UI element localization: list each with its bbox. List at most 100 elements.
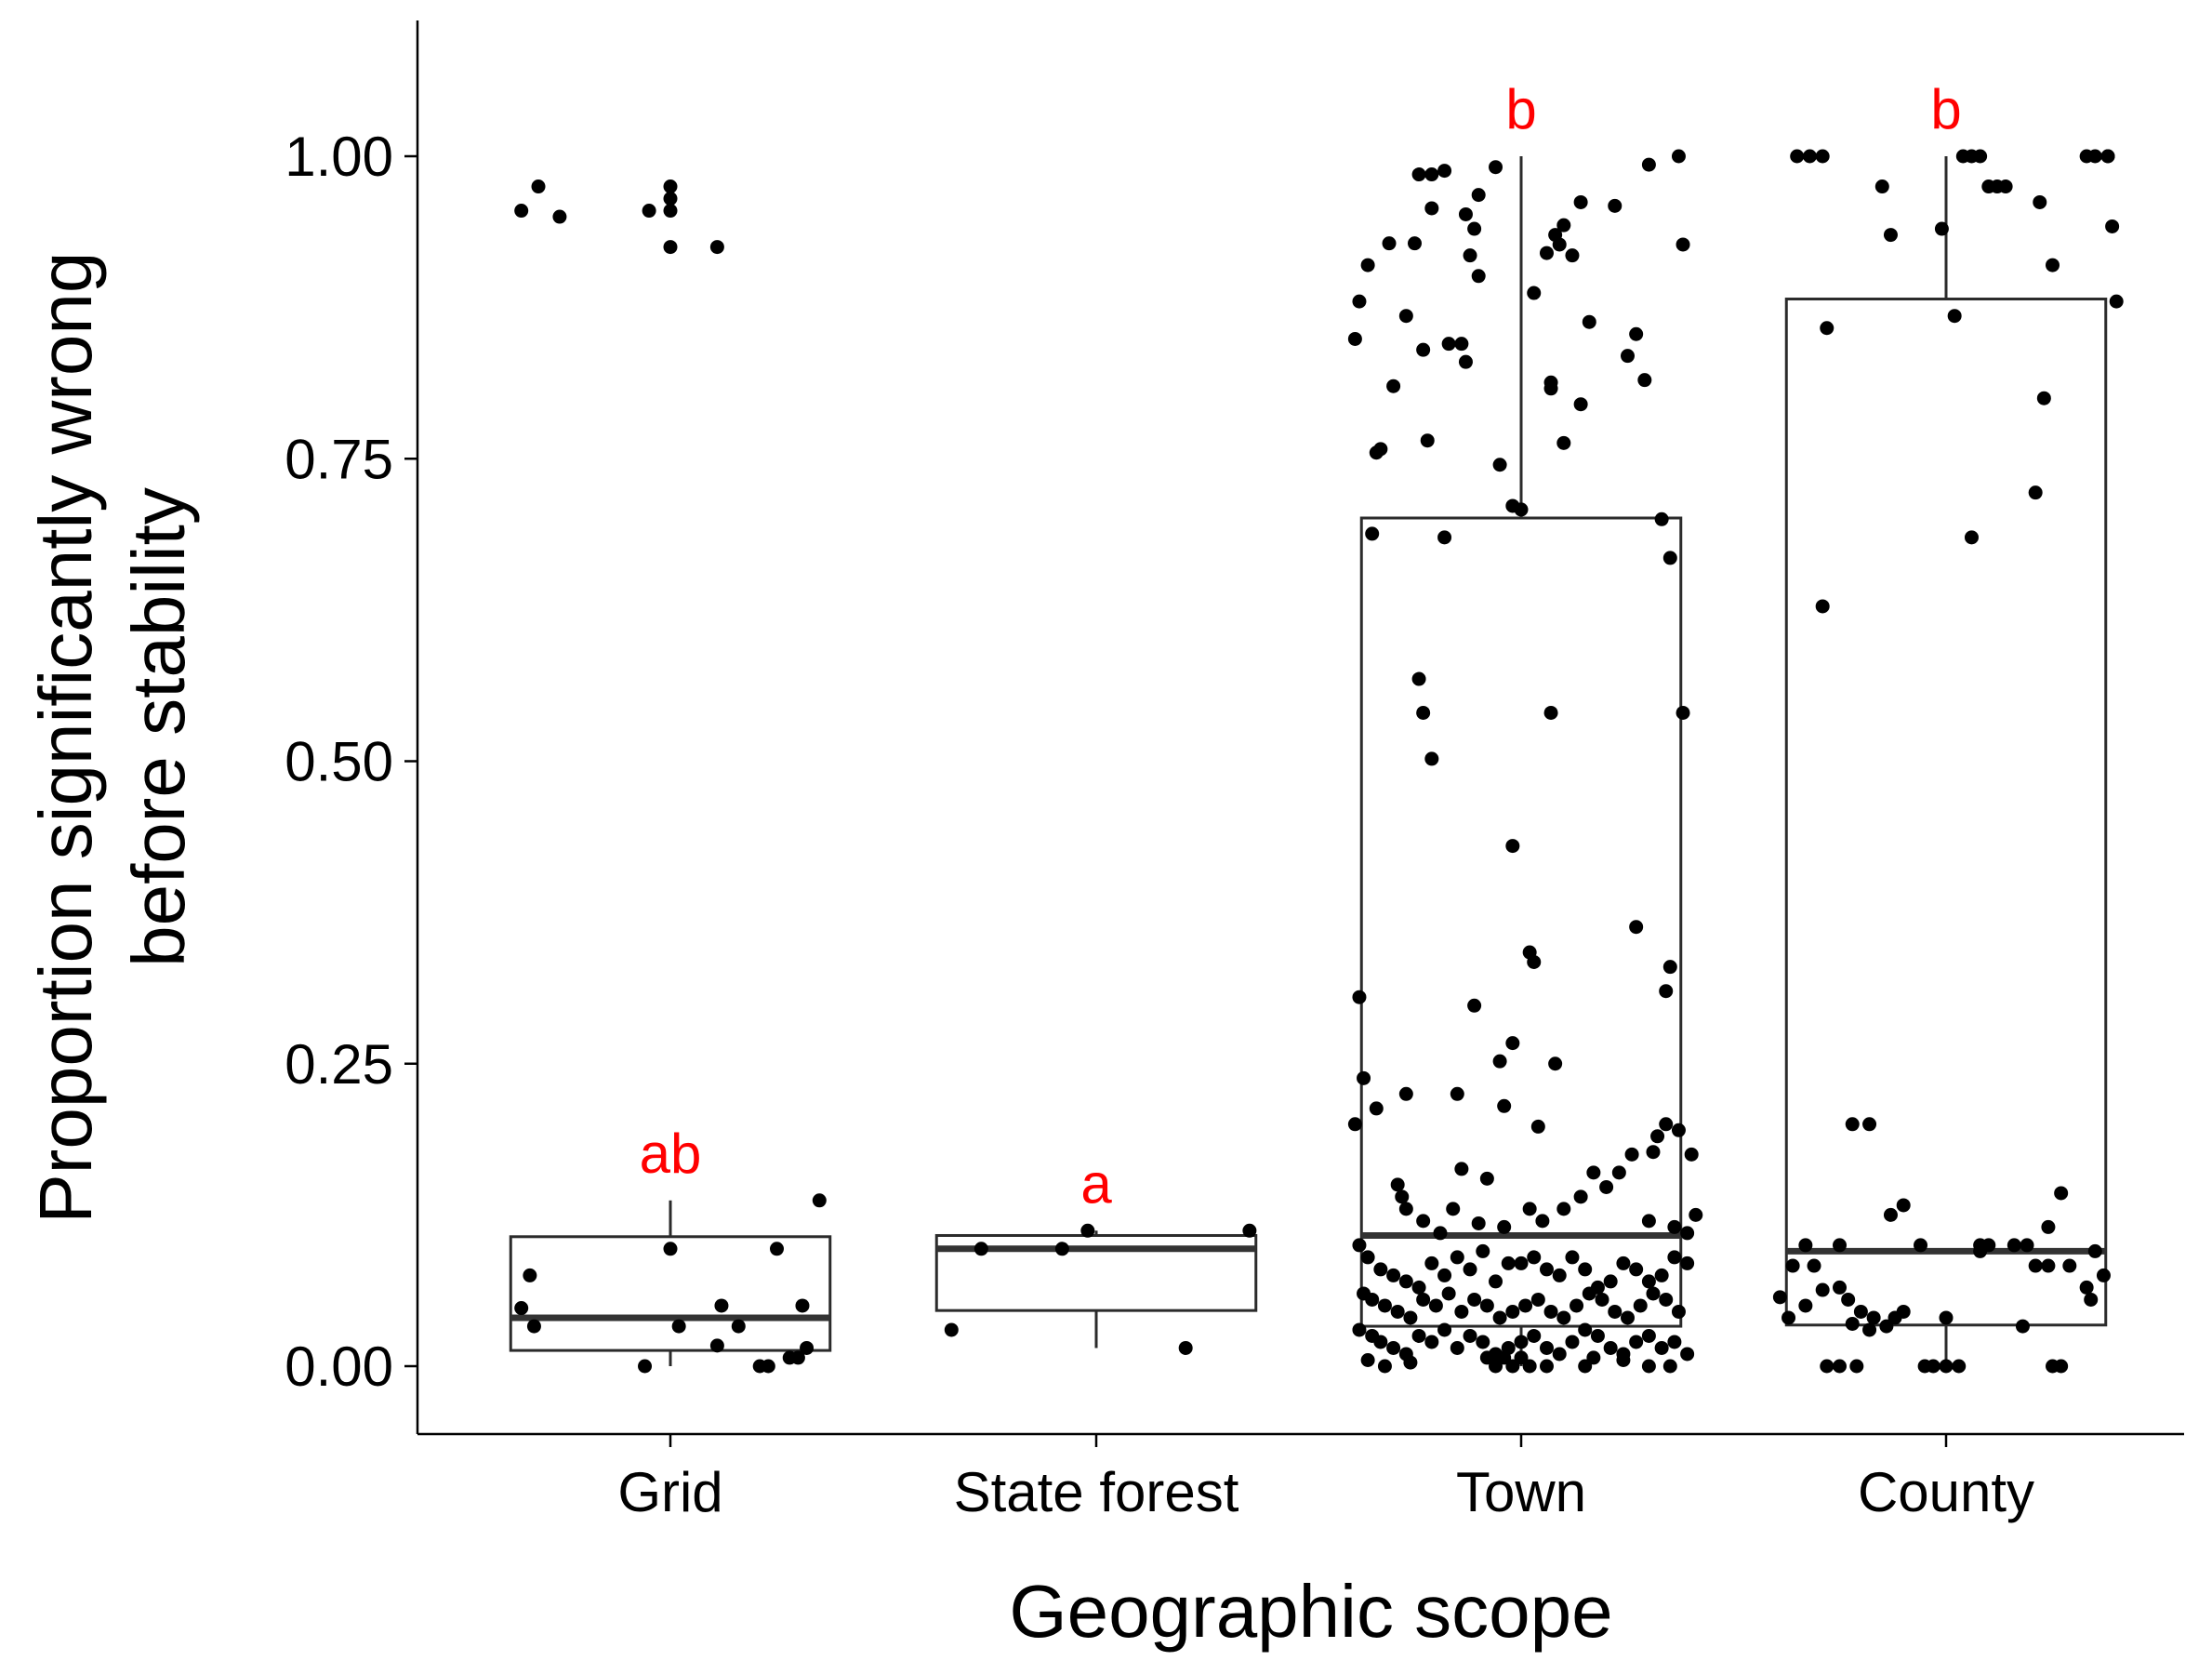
data-point (1365, 1292, 1380, 1307)
data-point (1522, 1359, 1537, 1374)
data-point (1408, 236, 1422, 251)
data-point (1539, 246, 1554, 260)
data-point (944, 1322, 959, 1337)
data-point (1489, 160, 1503, 175)
data-point (1476, 1335, 1490, 1349)
data-point (1428, 1298, 1443, 1313)
data-point (1590, 1328, 1605, 1343)
data-point (1479, 1298, 1494, 1313)
data-point (1573, 397, 1588, 412)
data-point (1659, 1292, 1674, 1307)
data-point (1386, 379, 1401, 393)
data-point (1403, 1310, 1418, 1325)
data-point (1450, 1086, 1464, 1101)
y-axis-title: Proportion significantly wrong before st… (24, 231, 200, 1223)
data-point (1522, 1202, 1537, 1216)
data-point (1629, 1335, 1644, 1349)
data-point (1424, 167, 1439, 182)
data-point (1365, 526, 1380, 541)
data-point (1641, 1214, 1656, 1229)
data-point (671, 1319, 686, 1334)
data-point (812, 1193, 827, 1208)
data-point (800, 1340, 815, 1355)
data-point (1671, 1123, 1686, 1137)
data-point (1582, 1286, 1596, 1301)
data-point (1565, 1250, 1580, 1265)
data-point (1654, 512, 1669, 526)
data-point (1467, 221, 1482, 236)
data-point (1416, 1214, 1431, 1229)
data-point (1505, 839, 1520, 854)
data-point (1497, 1098, 1512, 1113)
y-tick-label: 0.25 (285, 1033, 393, 1096)
y-tick-label: 0.50 (285, 731, 393, 793)
data-point (1352, 1322, 1367, 1337)
data-point (1527, 286, 1542, 300)
significance-label: ab (640, 1123, 702, 1185)
data-point (2096, 1268, 2111, 1282)
data-point (1450, 1250, 1464, 1265)
data-point (1676, 237, 1690, 252)
data-point (1853, 1304, 1868, 1319)
data-point (2036, 391, 2051, 405)
data-point (1416, 705, 1431, 720)
data-point (1347, 1117, 1362, 1132)
data-point (1815, 599, 1830, 614)
data-point (1578, 1359, 1593, 1374)
data-point (1998, 179, 2013, 194)
data-point (1879, 1319, 1894, 1334)
data-point (1654, 1340, 1669, 1355)
data-point (1352, 294, 1367, 309)
data-point (1416, 1292, 1431, 1307)
data-point (1565, 248, 1580, 263)
data-point (1815, 149, 1830, 164)
data-point (1411, 167, 1426, 182)
data-point (1492, 1054, 1507, 1069)
data-point (1680, 1226, 1695, 1241)
data-point (1676, 705, 1690, 720)
data-point (1479, 1350, 1494, 1365)
data-point (1586, 1165, 1601, 1180)
data-point (1782, 1310, 1796, 1325)
data-point (2020, 1238, 2034, 1253)
data-point (2046, 258, 2060, 272)
data-point (1437, 1268, 1452, 1282)
data-point (1629, 1262, 1644, 1277)
data-point (974, 1242, 988, 1256)
data-point (1382, 236, 1397, 251)
iqr-box (509, 1235, 832, 1352)
data-point (1424, 1256, 1439, 1270)
data-point (638, 1359, 653, 1374)
data-point (1973, 1243, 1988, 1258)
data-point (1411, 1280, 1426, 1295)
data-point (1411, 1328, 1426, 1343)
data-point (1398, 1274, 1413, 1289)
data-point (1641, 157, 1656, 172)
data-point (1548, 1056, 1563, 1071)
data-point (1641, 1359, 1656, 1374)
data-point (1833, 1359, 1847, 1374)
data-point (1862, 1117, 1877, 1132)
data-point (1646, 1145, 1661, 1160)
data-point (1377, 1298, 1392, 1313)
data-point (1798, 1298, 1813, 1313)
data-point (1578, 1322, 1593, 1337)
data-point (1458, 354, 1473, 369)
data-point (1390, 1177, 1405, 1192)
data-point (1684, 1147, 1699, 1162)
data-point (761, 1359, 775, 1374)
data-point (1437, 164, 1452, 179)
data-point (1841, 1292, 1856, 1307)
plot-area: ab ab b (509, 78, 2124, 1374)
data-point (1552, 237, 1567, 252)
data-point (1680, 1256, 1695, 1270)
data-point (1671, 1304, 1686, 1319)
points-grid (514, 179, 827, 1374)
data-point (1629, 920, 1644, 935)
data-point (1595, 1292, 1609, 1307)
data-point (1454, 1304, 1469, 1319)
data-point (1633, 1298, 1648, 1313)
data-point (1939, 1359, 1954, 1374)
data-point (1667, 1219, 1682, 1234)
data-point (1641, 1274, 1656, 1289)
